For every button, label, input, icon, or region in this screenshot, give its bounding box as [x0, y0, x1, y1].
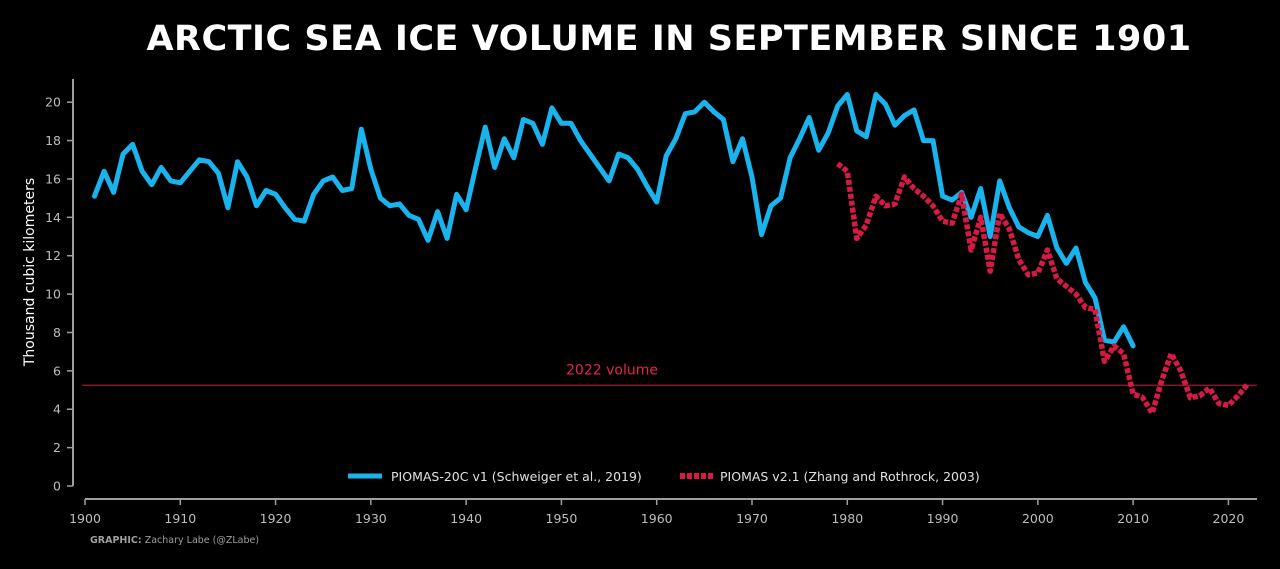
reference-line-label: 2022 volume [566, 362, 658, 378]
y-tick-label: 14 [45, 210, 61, 225]
y-tick-label: 10 [45, 287, 61, 302]
x-tick-label: 1990 [927, 511, 959, 526]
y-tick-label: 20 [45, 95, 61, 110]
x-tick-label: 1980 [831, 511, 863, 526]
y-tick-label: 6 [53, 363, 61, 378]
legend-label-piomas-v2: PIOMAS v2.1 (Zhang and Rothrock, 2003) [720, 469, 980, 484]
credit-line: GRAPHIC: Zachary Labe (@ZLabe) [90, 535, 259, 546]
credit-label: GRAPHIC: [90, 535, 142, 546]
series-group [92, 92, 1250, 416]
y-tick-label: 8 [53, 325, 61, 340]
y-tick-label: 16 [45, 171, 61, 186]
x-tick-label: 1950 [546, 511, 578, 526]
x-tick-label: 2010 [1117, 511, 1149, 526]
x-tick-label: 1960 [641, 511, 673, 526]
y-tick-label: 0 [53, 479, 61, 494]
axes: 0 2 4 6 8 10 12 14 16 18 20 1900 1910 1920 1930 1940 195… [45, 79, 1257, 526]
y-tick-label: 4 [53, 402, 61, 417]
y-tick-label: 2 [53, 440, 61, 455]
legend: PIOMAS-20C v1 (Schweiger et al., 2019) P… [348, 469, 980, 484]
chart-title: ARCTIC SEA ICE VOLUME IN SEPTEMBER SINCE… [146, 19, 1191, 59]
x-tick-label: 1910 [164, 511, 196, 526]
x-tick-label: 2020 [1213, 511, 1245, 526]
y-tick-label: 18 [45, 133, 61, 148]
x-tick-label: 1970 [736, 511, 768, 526]
x-tick-label: 1940 [450, 511, 482, 526]
y-tick-label: 12 [45, 248, 61, 263]
series-piomas-v2 [835, 161, 1250, 416]
credit-text: Zachary Labe (@ZLabe) [145, 535, 259, 546]
y-axis-label: Thousand cubic kilometers [22, 178, 38, 367]
x-tick-label: 2000 [1022, 511, 1054, 526]
x-tick-label: 1900 [69, 511, 101, 526]
legend-label-piomas-20c: PIOMAS-20C v1 (Schweiger et al., 2019) [391, 469, 642, 484]
x-tick-label: 1920 [260, 511, 292, 526]
x-tick-label: 1930 [355, 511, 387, 526]
reference-line-group: 2022 volume [82, 362, 1257, 386]
